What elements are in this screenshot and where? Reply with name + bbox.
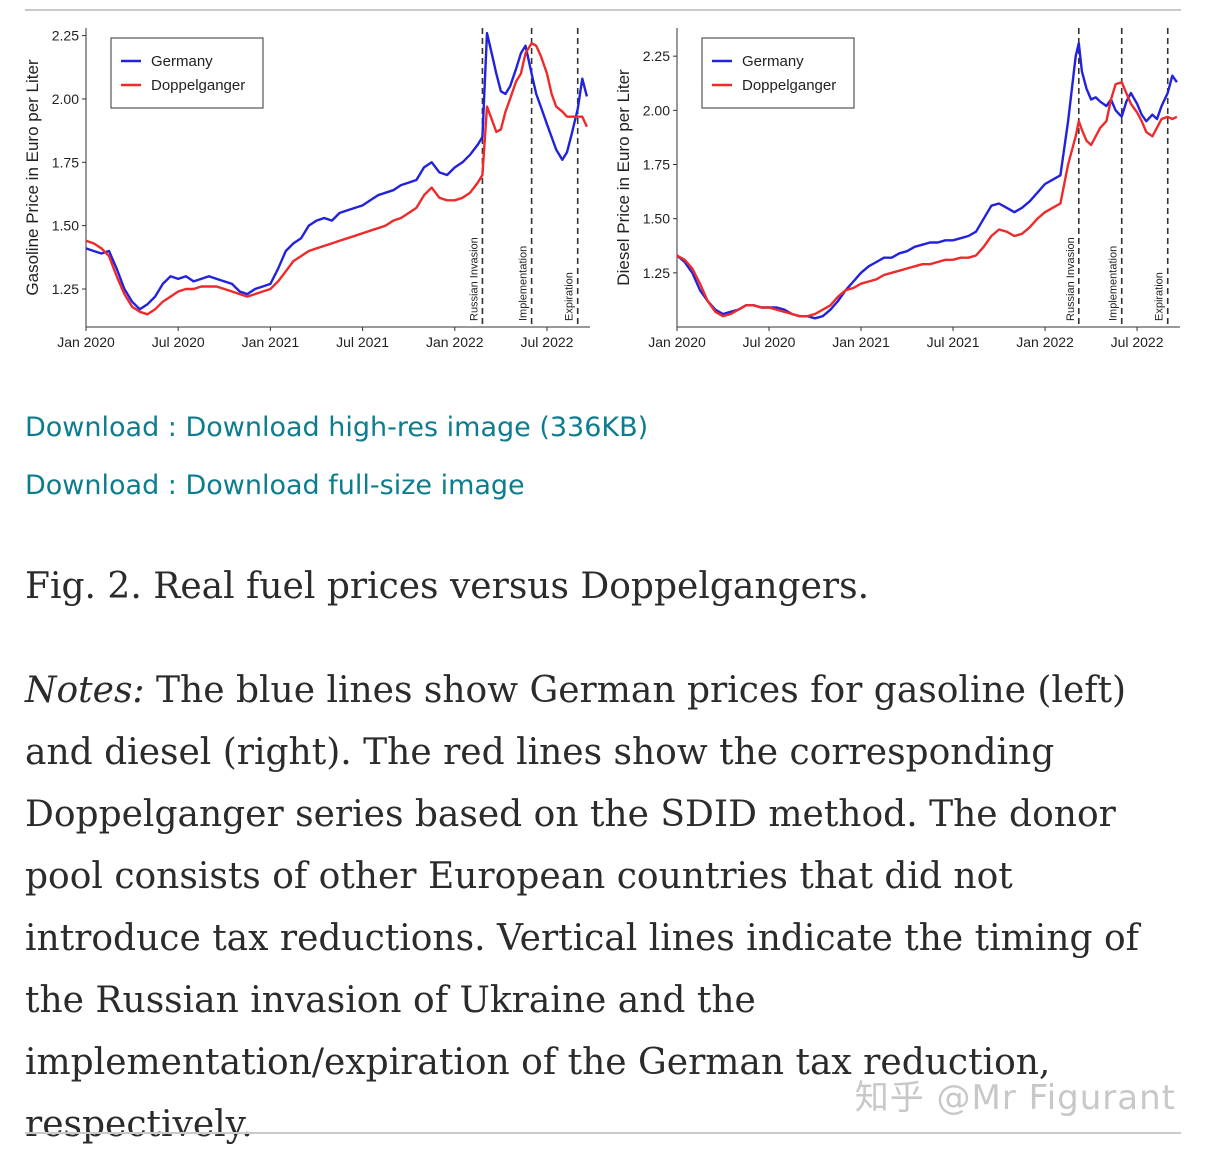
notes-label: Notes: xyxy=(25,670,145,711)
y-tick-label: 1.50 xyxy=(52,218,79,234)
event-label: Russian Invasion xyxy=(468,237,480,321)
download-full-prefix: Download : xyxy=(25,470,186,501)
x-tick-label: Jul 2021 xyxy=(336,334,389,350)
legend-label: Doppelganger xyxy=(151,77,245,94)
legend-box xyxy=(110,37,264,109)
y-tick-label: 1.50 xyxy=(643,211,670,227)
y-tick-label: 1.75 xyxy=(643,157,670,173)
download-hires-row: Download : Download high-res image (336K… xyxy=(25,412,648,443)
series-line-doppelganger xyxy=(85,42,588,316)
event-label: Implementation xyxy=(518,246,530,321)
download-full-link[interactable]: Download : Download full-size image xyxy=(25,470,525,501)
y-axis-label: Gasoline Price in Euro per Liter xyxy=(23,59,42,296)
legend: Germany Doppelganger xyxy=(701,37,855,109)
download-hires-label: Download high-res image (336KB) xyxy=(185,412,649,443)
x-tick-label: Jan 2022 xyxy=(1016,334,1074,350)
chart-1: 1.25 1.50 1.75 2.00 2.25 Jan 2020 Jul 2020 Jan … xyxy=(23,28,590,350)
x-tick-label: Jan 2021 xyxy=(242,334,300,350)
x-tick-label: Jan 2020 xyxy=(648,334,706,350)
legend-label: Germany xyxy=(151,53,213,70)
event-label: Expiration xyxy=(1154,272,1166,321)
download-hires-prefix: Download : xyxy=(25,412,186,443)
y-tick-label: 2.00 xyxy=(643,102,670,118)
legend: Germany Doppelganger xyxy=(110,37,264,109)
event-label: Expiration xyxy=(564,272,576,321)
x-tick-label: Jul 2020 xyxy=(152,334,205,350)
x-tick-label: Jan 2022 xyxy=(426,334,484,350)
y-tick-label: 2.00 xyxy=(52,91,79,107)
x-tick-label: Jan 2020 xyxy=(57,334,115,350)
bottom-divider xyxy=(25,1132,1181,1134)
y-axis-label: Diesel Price in Euro per Liter xyxy=(614,69,633,286)
legend-label: Germany xyxy=(742,53,804,70)
x-tick-label: Jul 2022 xyxy=(1111,334,1164,350)
series-line-doppelganger xyxy=(676,81,1178,318)
x-tick-label: Jul 2021 xyxy=(927,334,980,350)
figure-notes: Notes: The blue lines show German prices… xyxy=(25,660,1185,1156)
chart-2: 1.25 1.50 1.75 2.00 2.25 Jan 2020 Jul 2020 Jan … xyxy=(614,28,1180,350)
x-tick-label: Jul 2022 xyxy=(521,334,574,350)
event-label: Russian Invasion xyxy=(1065,237,1077,321)
notes-text: The blue lines show German prices for ga… xyxy=(25,670,1139,1145)
y-tick-label: 2.25 xyxy=(643,48,670,64)
y-tick-label: 1.25 xyxy=(643,265,670,281)
y-tick-label: 2.25 xyxy=(52,28,79,44)
legend-box xyxy=(701,37,855,109)
download-full-label: Download full-size image xyxy=(185,470,525,501)
top-divider xyxy=(25,9,1181,11)
figure-caption: Fig. 2. Real fuel prices versus Doppelga… xyxy=(25,566,870,607)
series-line-germany xyxy=(85,31,589,311)
x-tick-label: Jan 2021 xyxy=(832,334,890,350)
watermark: 知乎 @Mr Figurant xyxy=(854,1078,1176,1118)
legend-label: Doppelganger xyxy=(742,77,836,94)
y-tick-label: 1.25 xyxy=(52,281,79,297)
x-tick-label: Jul 2020 xyxy=(743,334,796,350)
y-tick-label: 1.75 xyxy=(52,154,79,170)
download-full-row: Download : Download full-size image xyxy=(25,470,525,501)
figure-charts: 1.25 1.50 1.75 2.00 2.25 Jan 2020 Jul 2020 Jan … xyxy=(23,28,1180,350)
download-hires-link[interactable]: Download : Download high-res image (336K… xyxy=(25,412,648,443)
event-label: Implementation xyxy=(1108,246,1120,321)
